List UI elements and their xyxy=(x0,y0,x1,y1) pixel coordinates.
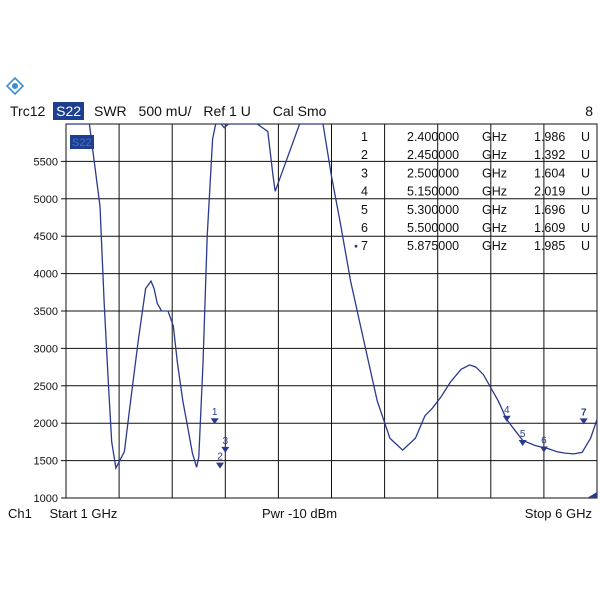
start-frequency[interactable]: Start 1 GHz xyxy=(49,506,118,521)
marker-table-value-unit: U xyxy=(581,130,590,144)
rohde-schwarz-logo-icon xyxy=(6,77,24,95)
scale-label[interactable]: 500 mU/ xyxy=(138,103,192,119)
marker-table-value: 1.985 xyxy=(534,239,565,253)
marker-table-value: 1.609 xyxy=(534,221,565,235)
marker-1-symbol[interactable] xyxy=(210,418,219,425)
y-tick-label: 1000 xyxy=(34,493,58,505)
marker-table-id: 4 xyxy=(361,185,368,199)
marker-table-frequency: 5.500000 xyxy=(407,221,459,235)
footer-left: Ch1 Start 1 GHz xyxy=(8,506,117,522)
marker-table-id: 3 xyxy=(361,166,368,180)
marker-table-id: 1 xyxy=(361,130,368,144)
format-label[interactable]: SWR xyxy=(93,103,127,119)
stop-frequency[interactable]: Stop 6 GHz xyxy=(524,506,592,521)
marker-table-value-unit: U xyxy=(581,148,590,162)
trace-tag: S22 xyxy=(72,137,92,149)
marker-5-symbol[interactable] xyxy=(518,439,527,446)
marker-table-frequency: 5.300000 xyxy=(407,203,459,217)
reference-label[interactable]: Ref 1 U xyxy=(203,103,251,119)
marker-2-label: 2 xyxy=(217,452,223,463)
marker-table-value: 1.696 xyxy=(534,203,565,217)
marker-table-frequency-unit: GHz xyxy=(482,148,507,162)
trace-number: 8 xyxy=(585,103,593,119)
marker-table-frequency-unit: GHz xyxy=(482,166,507,180)
marker-6-symbol[interactable] xyxy=(539,446,548,453)
chart-grid xyxy=(61,123,598,499)
y-tick-label: 2000 xyxy=(34,418,58,430)
stop-indicator-icon xyxy=(587,492,597,498)
marker-table-value-unit: U xyxy=(581,185,590,199)
marker-table-frequency: 2.450000 xyxy=(407,148,459,162)
marker-table-frequency-unit: GHz xyxy=(482,203,507,217)
marker-table-frequency-unit: GHz xyxy=(482,239,507,253)
y-tick-label: 3000 xyxy=(34,343,58,355)
marker-table-frequency-unit: GHz xyxy=(482,221,507,235)
marker-table: 1 2.400000 GHz 1.986 U 2 2.450000 GHz 1.392 U 3 2.5… xyxy=(354,130,590,253)
marker-table-value: 2.019 xyxy=(534,185,565,199)
active-marker-icon xyxy=(354,244,358,248)
marker-table-frequency: 5.875000 xyxy=(407,239,459,253)
marker-table-id: 2 xyxy=(361,148,368,162)
marker-table-value-unit: U xyxy=(581,221,590,235)
marker-table-frequency-unit: GHz xyxy=(482,185,507,199)
marker-7-symbol[interactable] xyxy=(579,418,588,425)
y-tick-label: 5000 xyxy=(34,194,58,206)
marker-table-id: 6 xyxy=(361,221,368,235)
y-tick-label: 4500 xyxy=(34,231,58,243)
y-tick-labels: 1000 1500 2000 2500 3000 3500 4000 4500 5000 5500 xyxy=(34,156,58,505)
marker-3-symbol[interactable] xyxy=(221,446,230,453)
y-tick-label: 5500 xyxy=(34,156,58,168)
marker-5-label: 5 xyxy=(520,429,526,440)
marker-3-label: 3 xyxy=(223,436,229,447)
marker-table-frequency: 2.500000 xyxy=(407,166,459,180)
y-tick-label: 2500 xyxy=(34,381,58,393)
marker-1-label: 1 xyxy=(212,407,218,418)
power-label[interactable]: Pwr -10 dBm xyxy=(262,506,338,521)
trace-id-label[interactable]: Trc12 xyxy=(10,103,46,119)
cal-smo-label: Cal Smo xyxy=(272,103,327,119)
marker-2-symbol[interactable] xyxy=(215,462,224,469)
marker-4-label: 4 xyxy=(504,405,510,416)
channel-label[interactable]: Ch1 xyxy=(8,506,32,521)
marker-7-label: 7 xyxy=(581,407,587,418)
marker-table-frequency: 5.150000 xyxy=(407,185,459,199)
marker-table-value-unit: U xyxy=(581,203,590,217)
trace-header: Trc12 S22 SWR 500 mU/ Ref 1 U Cal Smo 8 xyxy=(10,102,595,120)
marker-table-id: 5 xyxy=(361,203,368,217)
marker-6-label: 6 xyxy=(541,435,547,446)
marker-table-id: 7 xyxy=(361,239,368,253)
y-tick-label: 4000 xyxy=(34,269,58,281)
marker-table-value-unit: U xyxy=(581,166,590,180)
y-tick-label: 1500 xyxy=(34,456,58,468)
marker-table-value: 1.392 xyxy=(534,148,565,162)
marker-table-value: 1.986 xyxy=(534,130,565,144)
marker-table-value: 1.604 xyxy=(534,166,565,180)
y-tick-label: 3500 xyxy=(34,306,58,318)
marker-table-frequency: 2.400000 xyxy=(407,130,459,144)
marker-table-value-unit: U xyxy=(581,239,590,253)
parameter-badge[interactable]: S22 xyxy=(53,102,85,120)
trace-tag-background xyxy=(70,135,94,149)
series-line-s22 xyxy=(66,123,598,471)
marker-table-frequency-unit: GHz xyxy=(482,130,507,144)
marker-4-symbol[interactable] xyxy=(502,415,511,422)
